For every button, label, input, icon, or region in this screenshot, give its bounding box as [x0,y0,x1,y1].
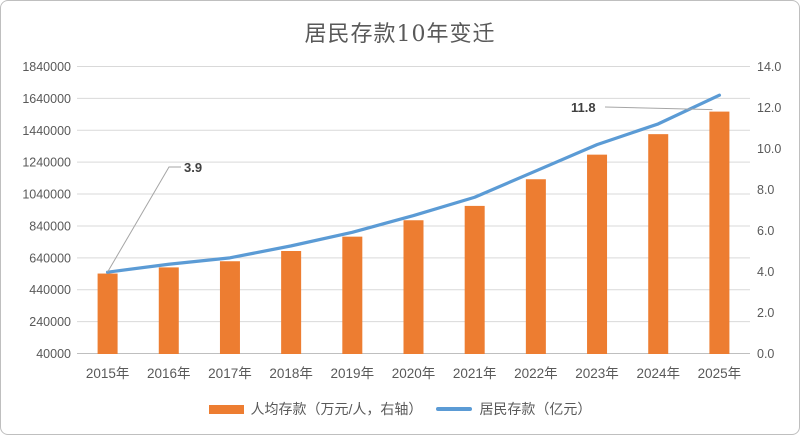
bar-2019年 [342,236,363,354]
left-axis-tick-label: 1640000 [22,92,71,106]
line-resident-deposits [105,93,722,274]
left-axis-tick-label: 240000 [29,315,71,329]
right-axis-tick-label: 10.0 [757,142,781,156]
bar-2025年 [709,111,730,354]
left-axis-tick-label: 1240000 [22,156,71,170]
x-axis-label: 2019年 [331,366,375,381]
bar-2017年 [219,261,240,354]
left-axis-tick-label: 640000 [29,251,71,265]
x-axis-label: 2022年 [514,366,558,381]
left-axis-tick-label: 440000 [29,283,71,297]
bar-2015年 [97,273,118,354]
legend-bar-swatch-icon [208,404,244,414]
chart-title: 居民存款10年变迁 [304,22,496,47]
right-axis-tick-label: 12.0 [757,101,781,115]
legend-label-per-capita-deposits: 人均存款（万元/人，右轴） [250,401,423,417]
left-axis-tick-label: 1440000 [22,124,71,138]
left-axis-tick-label: 840000 [29,219,71,233]
x-axis-label: 2016年 [147,366,191,381]
x-axis-label: 2025年 [698,366,742,381]
bar-2016年 [158,267,179,354]
right-axis-tick-label: 2.0 [757,306,774,320]
right-axis-tick-label: 14.0 [757,60,781,74]
left-axis-tick-label: 1040000 [22,188,71,202]
x-axis-label: 2024年 [636,366,680,381]
x-axis-label: 2023年 [575,366,619,381]
annotation-leader-line [604,106,713,111]
x-axis-label: 2017年 [208,366,252,381]
x-axis-label: 2015年 [86,366,130,381]
bar-2023年 [587,154,608,354]
x-axis-label: 2021年 [453,366,497,381]
annotation-label: 3.9 [184,160,202,175]
x-axis-label: 2018年 [269,366,313,381]
legend-label-resident-deposits: 居民存款（亿元） [479,401,592,417]
bar-2020年 [403,220,424,354]
chart-legend: 人均存款（万元/人，右轴） 居民存款（亿元） [1,399,799,419]
x-axis-label: 2020年 [392,366,436,381]
bar-2018年 [281,251,302,354]
legend-line-swatch-icon [436,407,473,411]
annotation-label: 11.8 [571,100,596,115]
bar-2022年 [525,179,546,354]
right-axis-tick-label: 4.0 [757,265,774,279]
right-axis-tick-label: 8.0 [757,183,774,197]
left-axis-tick-label: 40000 [36,347,71,361]
legend-item-per-capita-deposits: 人均存款（万元/人，右轴） [208,399,423,419]
left-axis-tick-label: 1840000 [22,60,71,74]
right-axis-tick-label: 0.0 [757,347,774,361]
legend-item-resident-deposits: 居民存款（亿元） [436,399,591,419]
annotation-leader-line [107,166,181,273]
bar-2021年 [464,205,485,354]
right-axis-tick-label: 6.0 [757,224,774,238]
bar-2024年 [648,134,669,354]
